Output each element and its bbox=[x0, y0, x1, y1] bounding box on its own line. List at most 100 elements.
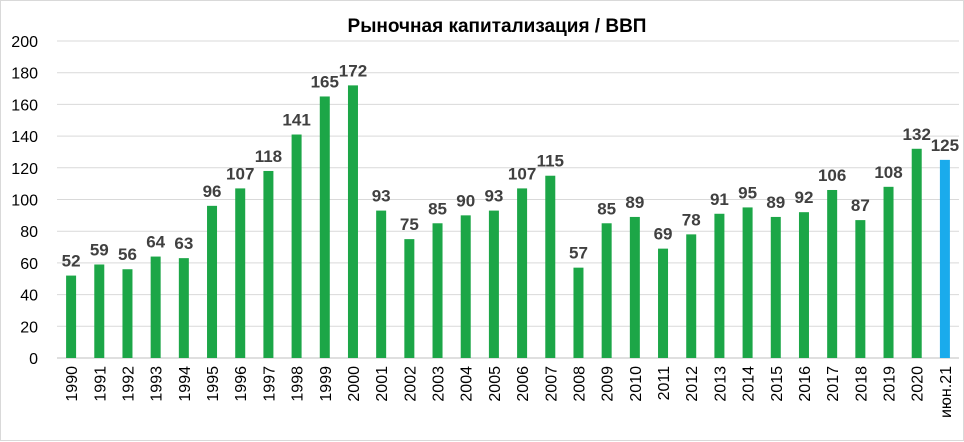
bar bbox=[66, 275, 77, 358]
x-tick-label: 1992 bbox=[120, 366, 137, 402]
x-tick-label: 2002 bbox=[402, 366, 419, 402]
data-label: 89 bbox=[766, 193, 785, 212]
data-label: 56 bbox=[118, 245, 137, 264]
y-tick-label: 100 bbox=[11, 193, 38, 210]
x-tick-label: 1997 bbox=[261, 366, 278, 402]
bar bbox=[460, 215, 471, 358]
data-label: 107 bbox=[226, 164, 254, 183]
data-label: 107 bbox=[508, 164, 536, 183]
data-label: 93 bbox=[484, 187, 503, 206]
x-tick-label: 2000 bbox=[346, 366, 363, 402]
bar bbox=[770, 216, 781, 358]
x-tick-label: 2007 bbox=[543, 366, 560, 402]
data-label: 59 bbox=[90, 240, 109, 259]
data-label: 90 bbox=[456, 191, 475, 210]
x-tick-label: 2018 bbox=[853, 366, 870, 402]
x-tick-label: 2004 bbox=[459, 366, 476, 402]
bar bbox=[911, 148, 922, 358]
x-tick-label: 2011 bbox=[656, 366, 673, 401]
data-label: 78 bbox=[682, 210, 701, 229]
x-tick-label: 1996 bbox=[233, 366, 250, 402]
x-tick-label: 2006 bbox=[515, 366, 532, 402]
bar bbox=[939, 159, 950, 358]
data-label: 106 bbox=[818, 166, 846, 185]
y-tick-label: 60 bbox=[20, 256, 38, 273]
x-tick-label: 2014 bbox=[741, 366, 758, 402]
bar bbox=[545, 175, 556, 358]
bar bbox=[742, 207, 753, 358]
data-label: 64 bbox=[146, 233, 165, 252]
bar bbox=[629, 216, 640, 358]
x-tick-label: 2013 bbox=[712, 366, 729, 402]
x-tick-label: июн.21 bbox=[938, 366, 955, 418]
x-tick-label: 1994 bbox=[177, 366, 194, 402]
bar bbox=[404, 239, 415, 358]
data-label: 115 bbox=[537, 152, 564, 171]
data-label: 85 bbox=[597, 199, 616, 218]
data-label: 92 bbox=[795, 188, 814, 207]
data-label: 89 bbox=[625, 193, 644, 212]
x-tick-label: 1995 bbox=[205, 366, 222, 402]
x-tick-label: 1998 bbox=[290, 366, 307, 402]
x-tick-label: 2012 bbox=[684, 366, 701, 402]
data-label: 63 bbox=[174, 234, 193, 253]
bar bbox=[376, 210, 387, 358]
data-label: 57 bbox=[569, 244, 588, 263]
x-tick-label: 2019 bbox=[882, 366, 899, 402]
bar bbox=[883, 186, 894, 358]
y-tick-label: 20 bbox=[20, 319, 38, 336]
data-label: 95 bbox=[738, 183, 757, 202]
data-label: 108 bbox=[874, 163, 902, 182]
x-tick-label: 2016 bbox=[797, 366, 814, 402]
data-label: 87 bbox=[851, 196, 870, 215]
data-label: 91 bbox=[710, 190, 729, 209]
bar bbox=[714, 213, 725, 358]
x-tick-label: 2001 bbox=[374, 366, 391, 402]
data-label: 125 bbox=[931, 136, 959, 155]
bar bbox=[601, 223, 612, 358]
x-tick-label: 2020 bbox=[910, 366, 927, 402]
x-tick-label: 2003 bbox=[431, 366, 448, 402]
y-tick-label: 0 bbox=[29, 351, 38, 368]
bars bbox=[66, 85, 950, 358]
bar bbox=[263, 170, 274, 358]
bar bbox=[178, 258, 189, 358]
data-label: 85 bbox=[428, 199, 447, 218]
bar bbox=[235, 188, 246, 358]
data-label: 132 bbox=[903, 125, 931, 144]
data-label: 75 bbox=[400, 215, 419, 234]
x-tick-label: 2005 bbox=[487, 366, 504, 402]
y-tick-label: 180 bbox=[11, 66, 38, 83]
x-tick-label: 2009 bbox=[600, 366, 617, 402]
y-axis-ticks: 0 20 40 60 80 100 120 140 160 180 200 bbox=[11, 34, 38, 368]
bar bbox=[488, 210, 499, 358]
bar bbox=[517, 188, 528, 358]
x-tick-label: 2017 bbox=[825, 366, 842, 402]
data-label: 93 bbox=[372, 187, 391, 206]
x-tick-label: 1990 bbox=[64, 366, 81, 402]
bar bbox=[798, 212, 809, 358]
bar bbox=[658, 248, 669, 358]
bar bbox=[827, 189, 838, 358]
y-tick-label: 140 bbox=[11, 129, 38, 146]
bar bbox=[432, 223, 443, 358]
bar bbox=[319, 96, 330, 358]
y-tick-label: 40 bbox=[20, 288, 38, 305]
bar bbox=[573, 267, 584, 358]
bar bbox=[291, 134, 302, 358]
bar bbox=[347, 85, 358, 358]
bar bbox=[122, 269, 133, 358]
x-tick-label: 1991 bbox=[92, 366, 109, 402]
bar bbox=[150, 256, 161, 358]
data-label: 52 bbox=[62, 252, 81, 271]
data-label: 165 bbox=[311, 72, 339, 91]
bar bbox=[686, 234, 697, 358]
bar bbox=[94, 264, 105, 358]
x-tick-label: 1999 bbox=[318, 366, 335, 402]
data-label: 96 bbox=[203, 182, 222, 201]
data-label: 172 bbox=[339, 61, 367, 80]
y-tick-label: 120 bbox=[11, 161, 38, 178]
y-tick-label: 160 bbox=[11, 97, 38, 114]
